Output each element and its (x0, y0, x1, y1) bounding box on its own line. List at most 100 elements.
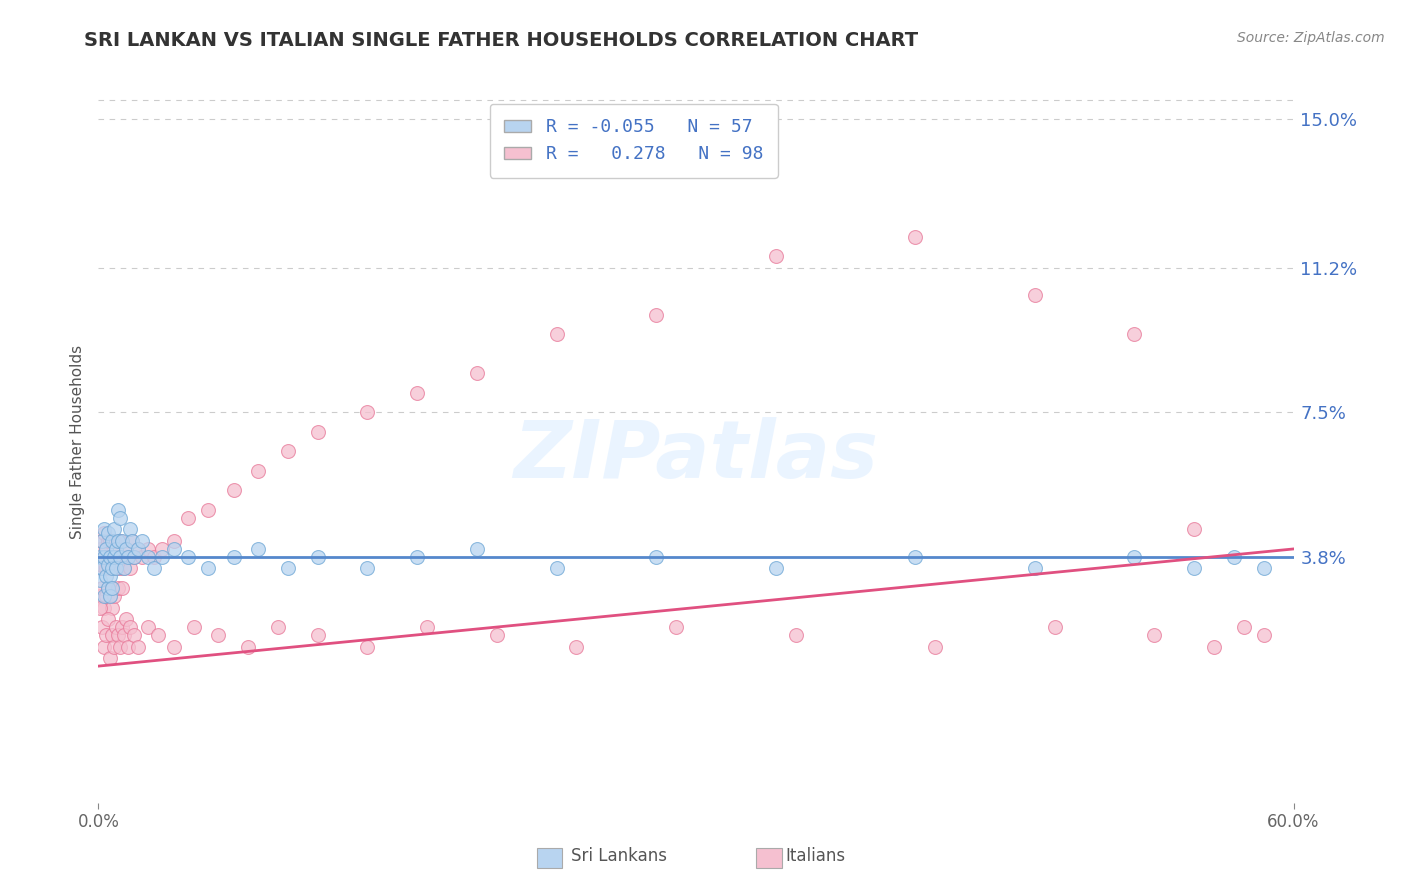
Point (101, 581, 124, 595)
Point (277, 444, 299, 458)
Point (115, 541, 138, 556)
Point (91, 534, 114, 549)
Point (277, 561, 299, 575)
Point (97, 549, 120, 564)
Point (150, 549, 173, 564)
Point (96, 569, 118, 583)
Point (93, 549, 115, 564)
Point (107, 534, 129, 549)
Point (115, 612, 138, 626)
Point (124, 549, 146, 564)
Text: ZIPatlas: ZIPatlas (513, 417, 879, 495)
Point (136, 549, 159, 564)
Point (101, 561, 124, 575)
Point (1223, 549, 1246, 564)
Point (246, 464, 269, 478)
Point (121, 534, 143, 549)
Point (307, 425, 329, 439)
Point (98, 549, 122, 564)
Point (89, 549, 111, 564)
Point (120, 523, 142, 537)
Point (121, 534, 143, 549)
Point (103, 589, 125, 603)
Point (115, 541, 138, 556)
Point (89, 561, 111, 575)
Point (98, 651, 122, 665)
Point (143, 561, 166, 575)
Point (111, 534, 134, 549)
Point (110, 534, 132, 549)
Point (91, 620, 114, 634)
Point (105, 541, 128, 556)
Point (150, 541, 173, 556)
Point (207, 628, 229, 642)
Point (307, 628, 329, 642)
Point (1253, 561, 1275, 575)
Point (307, 549, 329, 564)
Point (645, 308, 668, 322)
Point (465, 366, 488, 380)
Point (103, 534, 125, 549)
Point (236, 640, 259, 654)
Point (103, 640, 125, 654)
Point (91, 558, 114, 572)
Point (103, 549, 125, 564)
Point (120, 561, 142, 575)
Point (111, 581, 134, 595)
Point (101, 600, 124, 615)
Point (93, 640, 115, 654)
Point (97, 558, 120, 572)
Point (1123, 549, 1146, 564)
Point (96, 541, 118, 556)
Text: SRI LANKAN VS ITALIAN SINGLE FATHER HOUSEHOLDS CORRELATION CHART: SRI LANKAN VS ITALIAN SINGLE FATHER HOUS… (84, 31, 918, 50)
Point (197, 503, 219, 517)
Point (105, 620, 128, 634)
Point (112, 628, 135, 642)
Point (1253, 628, 1275, 642)
Point (485, 628, 508, 642)
Point (107, 581, 129, 595)
Point (1202, 640, 1225, 654)
Point (112, 561, 135, 575)
Point (117, 549, 139, 564)
Point (904, 549, 927, 564)
Point (97, 581, 120, 595)
Point (107, 549, 129, 564)
Text: Italians: Italians (786, 847, 845, 865)
Point (96, 628, 118, 642)
Point (267, 620, 290, 634)
Point (98, 589, 122, 603)
Point (93, 526, 115, 541)
Point (97, 581, 120, 595)
Point (1043, 620, 1066, 634)
Point (163, 534, 186, 549)
Point (163, 541, 186, 556)
Point (112, 561, 135, 575)
Point (131, 549, 153, 564)
Point (124, 628, 146, 642)
Point (105, 561, 128, 575)
Point (117, 640, 139, 654)
Point (97, 526, 120, 541)
Point (356, 561, 378, 575)
Point (110, 510, 132, 524)
Point (183, 620, 205, 634)
Point (1024, 561, 1046, 575)
Point (96, 589, 118, 603)
Y-axis label: Single Father Households: Single Father Households (69, 344, 84, 539)
Point (101, 581, 124, 595)
Point (465, 541, 488, 556)
Point (546, 561, 568, 575)
Point (120, 620, 142, 634)
Point (110, 549, 132, 564)
Point (222, 483, 245, 498)
Point (645, 549, 668, 564)
Point (177, 549, 200, 564)
Point (904, 229, 927, 244)
Point (222, 549, 245, 564)
Point (111, 620, 134, 634)
Point (89, 573, 111, 587)
Point (136, 620, 159, 634)
Point (117, 549, 139, 564)
Point (110, 640, 132, 654)
